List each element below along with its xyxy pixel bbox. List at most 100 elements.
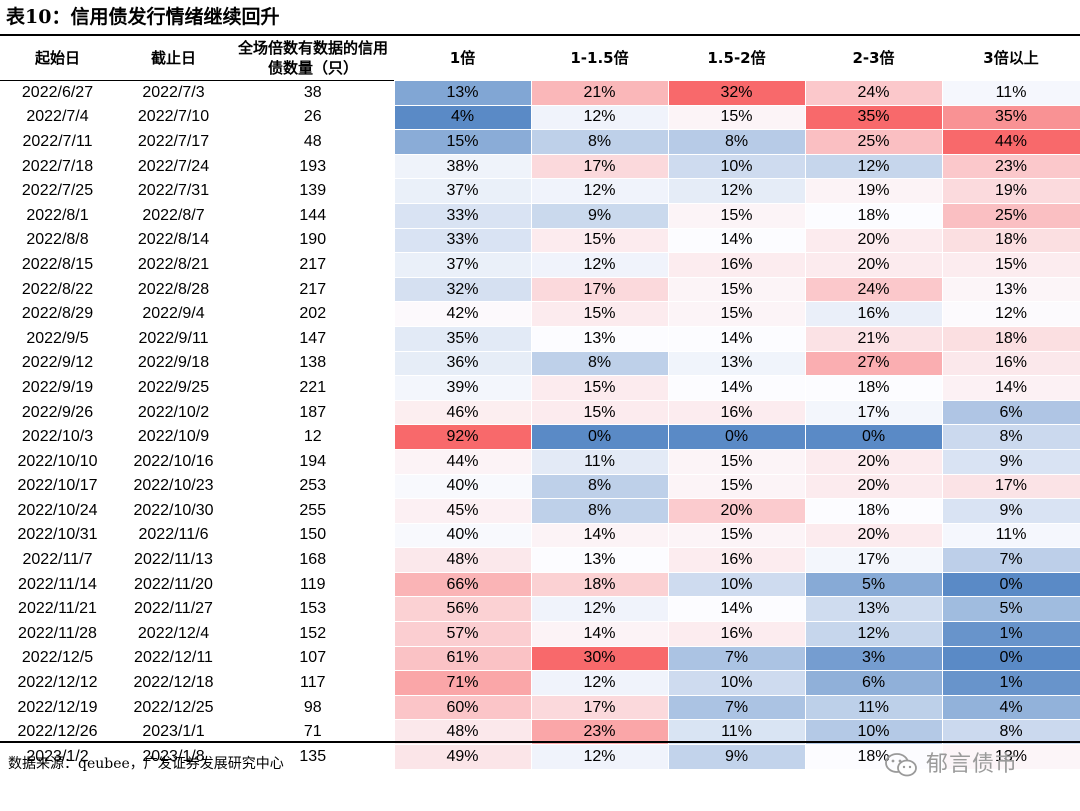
pct-1x-cell: 40% xyxy=(393,473,532,500)
pct-1.5-2x-cell: 15% xyxy=(667,301,806,327)
pct-1.5-2x-cell: 0% xyxy=(667,424,806,450)
end-date-cell: 2022/7/10 xyxy=(137,108,210,126)
pct-1.5-2x-cell: 16% xyxy=(667,621,806,647)
pct-3x-plus-cell: 16% xyxy=(941,350,1080,377)
source-note: 数据来源：qeubee，广发证券发展研究中心 xyxy=(8,756,284,772)
end-date-cell: 2022/8/14 xyxy=(137,231,210,249)
start-date-cell: 2022/10/24 xyxy=(17,501,98,519)
end-date-cell: 2022/9/18 xyxy=(137,354,210,372)
pct-2-3x-cell: 20% xyxy=(804,448,943,475)
pct-1x-cell: 92% xyxy=(393,424,532,450)
header-1-1.5x: 1-1.5倍 xyxy=(570,49,629,67)
pct-1x-cell: 33% xyxy=(393,202,532,229)
header-bond-count: 全场倍数有数据的信用债数量（只） xyxy=(237,39,388,77)
table-row: 2022/8/8 2022/8/14 190 33% 15% 14% 20% 18% xyxy=(0,227,1080,254)
pct-2-3x-cell: 20% xyxy=(804,227,943,254)
pct-1.5-2x-cell: 32% xyxy=(667,80,806,106)
table-row: 2023/1/2 2023/1/8 135 49% 12% 9% 18% 13% xyxy=(0,744,1080,770)
start-date-cell: 2022/8/22 xyxy=(21,280,94,298)
pct-3x-plus-cell: 19% xyxy=(941,178,1080,204)
start-date-cell: 2022/10/17 xyxy=(17,477,98,495)
table-row: 2022/12/5 2022/12/11 107 61% 30% 7% 3% 0% xyxy=(0,645,1080,672)
pct-2-3x-cell: 25% xyxy=(804,129,943,155)
table-body: 2022/6/27 2022/7/3 38 13% 21% 32% 24% 11% 2022/7… xyxy=(0,80,1080,770)
end-date-cell: 2022/10/16 xyxy=(133,452,214,470)
table-row: 2022/9/5 2022/9/11 147 35% 13% 14% 21% 18% xyxy=(0,325,1080,352)
bond-count-cell: 38 xyxy=(303,84,322,102)
header-1x: 1倍 xyxy=(449,49,476,67)
pct-1x-cell: 61% xyxy=(393,645,532,672)
bond-count-cell: 190 xyxy=(299,231,327,249)
pct-3x-plus-cell: 12% xyxy=(941,301,1080,327)
pct-1-1.5x-cell: 13% xyxy=(530,325,669,352)
pct-1-1.5x-cell: 15% xyxy=(530,375,669,401)
bond-count-cell: 117 xyxy=(299,674,326,692)
end-date-cell: 2022/8/21 xyxy=(137,255,210,273)
pct-1-1.5x-cell: 30% xyxy=(530,645,669,672)
pct-1-1.5x-cell: 14% xyxy=(530,522,669,549)
pct-1x-cell: 36% xyxy=(393,350,532,377)
pct-1.5-2x-cell: 7% xyxy=(667,694,806,721)
pct-1-1.5x-cell: 12% xyxy=(530,252,669,278)
pct-3x-plus-cell: 13% xyxy=(941,276,1080,303)
pct-1-1.5x-cell: 17% xyxy=(530,694,669,721)
pct-2-3x-cell: 12% xyxy=(804,621,943,647)
pct-1.5-2x-cell: 20% xyxy=(667,498,806,524)
bond-count-cell: 107 xyxy=(299,649,327,667)
pct-1-1.5x-cell: 17% xyxy=(530,276,669,303)
pct-1-1.5x-cell: 14% xyxy=(530,621,669,647)
pct-1-1.5x-cell: 21% xyxy=(530,80,669,106)
top-rule xyxy=(0,34,1080,36)
pct-2-3x-cell: 18% xyxy=(804,498,943,524)
end-date-cell: 2022/9/4 xyxy=(142,305,205,323)
wechat-icon xyxy=(885,753,917,777)
pct-1x-cell: 56% xyxy=(393,596,532,623)
pct-1.5-2x-cell: 12% xyxy=(667,178,806,204)
end-date-cell: 2023/1/1 xyxy=(142,723,205,741)
pct-2-3x-cell: 19% xyxy=(804,178,943,204)
pct-2-3x-cell: 20% xyxy=(804,473,943,500)
pct-1.5-2x-cell: 16% xyxy=(667,547,806,573)
pct-1.5-2x-cell: 9% xyxy=(667,744,806,770)
end-date-cell: 2022/11/6 xyxy=(138,526,209,544)
pct-3x-plus-cell: 25% xyxy=(941,202,1080,229)
table-row: 2022/11/7 2022/11/13 168 48% 13% 16% 17% 7% xyxy=(0,547,1080,573)
table-row: 2022/7/11 2022/7/17 48 15% 8% 8% 25% 44% xyxy=(0,129,1080,155)
pct-3x-plus-cell: 1% xyxy=(941,670,1080,696)
table-row: 2022/10/24 2022/10/30 255 45% 8% 20% 18% 9% xyxy=(0,498,1080,524)
pct-1-1.5x-cell: 11% xyxy=(530,448,669,475)
pct-1-1.5x-cell: 0% xyxy=(530,424,669,450)
bond-count-cell: 12 xyxy=(303,428,322,446)
pct-3x-plus-cell: 15% xyxy=(941,252,1080,278)
pct-1.5-2x-cell: 8% xyxy=(667,129,806,155)
table-row: 2022/12/26 2023/1/1 71 48% 23% 11% 10% 8% xyxy=(0,719,1080,746)
pct-1x-cell: 49% xyxy=(393,744,532,770)
pct-3x-plus-cell: 5% xyxy=(941,596,1080,623)
pct-1.5-2x-cell: 15% xyxy=(667,276,806,303)
table-row: 2022/9/12 2022/9/18 138 36% 8% 13% 27% 16% xyxy=(0,350,1080,377)
pct-1-1.5x-cell: 15% xyxy=(530,227,669,254)
end-date-cell: 2022/8/28 xyxy=(137,280,210,298)
end-date-cell: 2022/11/20 xyxy=(134,575,213,593)
pct-1x-cell: 35% xyxy=(393,325,532,352)
pct-3x-plus-cell: 14% xyxy=(941,375,1080,401)
pct-1-1.5x-cell: 15% xyxy=(530,399,669,426)
end-date-cell: 2022/10/23 xyxy=(133,477,214,495)
start-date-cell: 2022/7/25 xyxy=(21,182,94,200)
pct-2-3x-cell: 17% xyxy=(804,547,943,573)
table-row: 2022/8/1 2022/8/7 144 33% 9% 15% 18% 25% xyxy=(0,202,1080,229)
start-date-cell: 2022/8/1 xyxy=(26,206,89,224)
start-date-cell: 2022/12/26 xyxy=(17,723,98,741)
start-date-cell: 2022/11/14 xyxy=(18,575,97,593)
header-2-3x: 2-3倍 xyxy=(852,49,895,67)
pct-1-1.5x-cell: 12% xyxy=(530,670,669,696)
table-row: 2022/8/15 2022/8/21 217 37% 12% 16% 20% 15% xyxy=(0,252,1080,278)
end-date-cell: 2022/12/11 xyxy=(134,649,213,667)
table-row: 2022/10/17 2022/10/23 253 40% 8% 15% 20% 17% xyxy=(0,473,1080,500)
pct-3x-plus-cell: 6% xyxy=(941,399,1080,426)
start-date-cell: 2023/1/2 xyxy=(26,747,89,765)
pct-1.5-2x-cell: 15% xyxy=(667,202,806,229)
pct-2-3x-cell: 24% xyxy=(804,276,943,303)
pct-1.5-2x-cell: 14% xyxy=(667,227,806,254)
pct-1x-cell: 39% xyxy=(393,375,532,401)
